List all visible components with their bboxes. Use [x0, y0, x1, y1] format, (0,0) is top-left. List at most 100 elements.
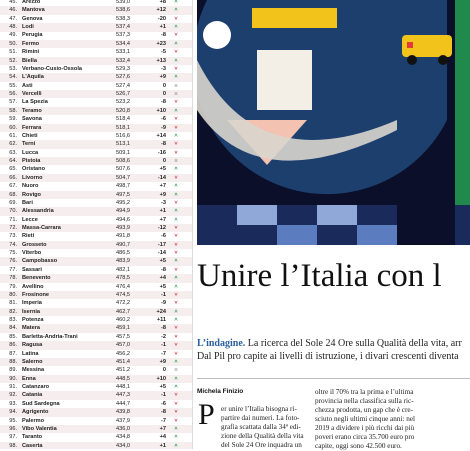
table-row: 55. Asti 527,4 0 ≡: [0, 82, 192, 90]
illustration: [197, 0, 470, 245]
score: 538,6: [116, 7, 130, 14]
rank: 96.: [9, 425, 17, 432]
rank: 88.: [9, 358, 17, 365]
table-row: 89. Messina 451,2 0 ≡: [0, 366, 192, 374]
province: Nuoro: [22, 183, 39, 190]
subheadline: L’indagine. La ricerca del Sole 24 Ore s…: [197, 338, 470, 363]
trend-icon: ˄: [174, 283, 178, 290]
table-row: 62. Terni 513,1 -8 ˅: [0, 140, 192, 149]
score: 436,0: [116, 425, 130, 432]
rank: 97.: [9, 434, 17, 441]
body-line: chezza prodotta, un gap che è cre-: [315, 406, 413, 414]
score: 457,5: [116, 333, 130, 340]
score: 448,5: [116, 375, 130, 382]
province: Fermo: [22, 40, 40, 47]
table-row: 53. Verbano-Cusio-Ossola 529,3 -3 ˅: [0, 65, 192, 73]
rank: 85.: [9, 333, 17, 340]
change: +4: [159, 275, 166, 282]
score: 504,7: [116, 174, 130, 181]
trend-icon: ˄: [174, 74, 178, 81]
province: Massa-Carrara: [22, 224, 61, 231]
score: 451,2: [116, 367, 130, 374]
trend-icon: ˄: [174, 308, 178, 315]
province: Oristano: [22, 166, 46, 173]
province: Mantova: [22, 7, 45, 14]
score: 508,6: [116, 158, 130, 165]
change: +10: [156, 375, 167, 382]
body-line: del Sole 24 Ore inquadra un: [221, 441, 302, 449]
table-row: 81. Imperia 472,2 -9 ˅: [0, 299, 192, 307]
change: -8: [161, 99, 166, 106]
change: 0: [162, 91, 166, 98]
change: -9: [161, 124, 166, 131]
province: Benevento: [22, 275, 51, 282]
trend-icon: ˅: [174, 149, 178, 156]
score: 518,1: [116, 124, 130, 131]
rank: 46.: [9, 7, 17, 14]
score: 444,7: [116, 400, 130, 407]
trend-icon: ˄: [174, 442, 178, 449]
table-row: 57. La Spezia 523,2 -8 ˅: [0, 98, 192, 106]
score: 498,7: [116, 183, 130, 190]
change: -8: [161, 325, 166, 332]
body-line: partire dai numeri. La foto-: [221, 414, 300, 422]
trend-icon: ˄: [174, 132, 178, 139]
province: La Spezia: [22, 99, 48, 106]
score: 456,2: [116, 350, 130, 357]
score: 472,2: [116, 300, 130, 307]
score: 457,0: [116, 342, 130, 349]
trend-icon: ˄: [174, 358, 178, 365]
body-line: capite, oggi sono 42.500 euro.: [315, 442, 402, 450]
trend-icon: ˅: [174, 141, 178, 148]
ranking-table: 45. Arezzo 539,0 +8 ˄ 46. Mantova 538,6 +12 ˄ 47. G…: [0, 0, 193, 449]
rank: 75.: [9, 250, 17, 257]
body-line: er unire l’Italia bisogna ri-: [221, 405, 297, 413]
table-row: 94. Agrigento 439,8 -8 ˅: [0, 408, 192, 417]
rank: 70.: [9, 208, 17, 215]
table-row: 74. Grosseto 490,7 -17 ˅: [0, 240, 192, 250]
trend-icon: ˅: [174, 32, 178, 39]
score: 538,3: [116, 15, 130, 22]
change: +14: [156, 132, 167, 139]
change: -16: [157, 149, 166, 156]
trend-icon: ˅: [174, 266, 178, 273]
rank: 62.: [9, 141, 17, 148]
province: Teramo: [22, 107, 42, 114]
table-row: 49. Perugia 537,3 -8 ˅: [0, 31, 192, 39]
table-row: 79. Avellino 476,4 +5 ˄: [0, 283, 192, 291]
trend-icon: ˅: [174, 65, 178, 72]
score: 437,9: [116, 417, 130, 424]
trend-icon: ˅: [174, 417, 178, 424]
score: 462,7: [116, 308, 130, 315]
rank: 65.: [9, 166, 17, 173]
change: +11: [156, 317, 166, 324]
trend-icon: ˄: [174, 166, 178, 173]
province: Viterbo: [22, 250, 42, 257]
province: Enna: [22, 375, 36, 382]
change: -6: [161, 233, 166, 240]
rank: 50.: [9, 40, 17, 47]
trend-icon: ≡: [174, 367, 178, 374]
score: 532,4: [116, 57, 130, 64]
change: -6: [161, 400, 166, 407]
change: 0: [162, 367, 166, 374]
province: Livorno: [22, 174, 43, 181]
table-row: 48. Lodi 537,4 +1 ˄: [0, 23, 192, 32]
body-line: 2019 a dividere i più ricchi dai più: [315, 424, 415, 432]
trend-icon: ˅: [174, 342, 178, 349]
table-row: 76. Campobasso 483,9 +5 ˄: [0, 257, 192, 266]
score: 439,8: [116, 409, 130, 416]
province: Sassari: [22, 266, 42, 273]
table-row: 46. Mantova 538,6 +12 ˄: [0, 6, 192, 15]
province: Ragusa: [22, 342, 43, 349]
table-row: 59. Savona 518,4 -6 ˅: [0, 115, 192, 123]
trend-icon: ˅: [174, 409, 178, 416]
trend-icon: ≡: [174, 82, 178, 89]
rank: 45.: [9, 0, 17, 5]
change: +1: [159, 442, 166, 449]
change: -6: [161, 116, 166, 123]
rank: 61.: [9, 132, 17, 139]
score: 534,4: [116, 40, 130, 47]
trend-icon: ˅: [174, 333, 178, 340]
province: Catanzaro: [22, 384, 50, 391]
